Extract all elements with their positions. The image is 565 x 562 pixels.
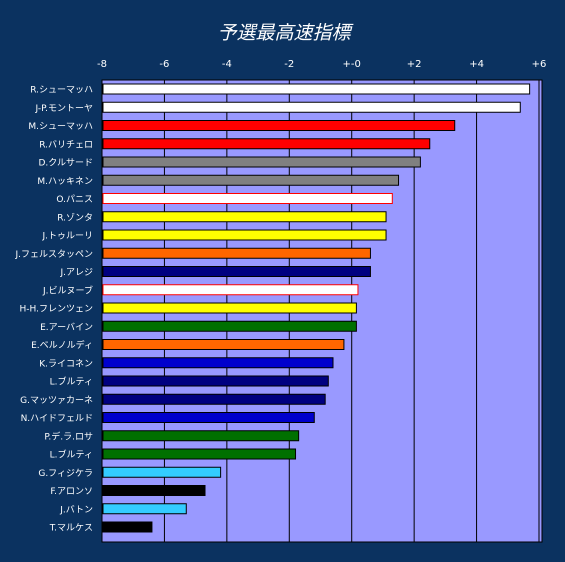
- bars: [102, 83, 531, 533]
- x-tick-label: -2: [284, 59, 294, 70]
- driver-label: F.アロンソ: [50, 487, 93, 497]
- x-tick-label: -4: [222, 59, 232, 70]
- driver-label: N.ハイドフェルド: [21, 414, 93, 424]
- driver-label: T.マルケス: [49, 523, 93, 534]
- bar: [102, 284, 359, 296]
- bar: [102, 211, 387, 223]
- x-tick-label: +4: [469, 59, 484, 70]
- driver-label: H-H.フレンツェン: [20, 305, 94, 315]
- x-tick-label: -8: [97, 59, 107, 70]
- x-tick-label: +2: [407, 59, 422, 70]
- bar: [102, 357, 334, 369]
- bar: [102, 302, 357, 314]
- bar: [102, 466, 222, 478]
- bar: [102, 193, 393, 204]
- bar: [102, 393, 326, 405]
- bar: [102, 156, 421, 168]
- x-tick-label: -6: [159, 59, 169, 70]
- x-tick-label: +-0: [343, 59, 361, 70]
- driver-label: J.フェルスタッペン: [14, 249, 93, 260]
- driver-label: O.パニス: [56, 194, 93, 205]
- x-axis-ticks: -8 -6 -4 -2 +-0 +2 +4 +6: [97, 59, 546, 70]
- driver-label: M.シューマッハ: [28, 122, 93, 132]
- driver-label: R.シューマッハ: [30, 86, 93, 96]
- driver-label: L.ブルティ: [50, 376, 93, 388]
- bar: [102, 448, 297, 460]
- driver-label: J.ビルヌーブ: [42, 284, 93, 296]
- x-tick-label: +6: [532, 59, 547, 70]
- driver-label: G.フィジケラ: [38, 468, 93, 479]
- driver-label: R.ゾンタ: [57, 212, 93, 223]
- driver-label: L.ブルティ: [50, 449, 93, 461]
- bar: [102, 138, 431, 150]
- chart-title: 予選最高速指標: [217, 22, 354, 44]
- driver-label: M.ハッキネン: [37, 176, 93, 187]
- driver-label: G.マッツァカーネ: [20, 395, 93, 406]
- bar: [102, 174, 400, 186]
- driver-label: D.クルサード: [38, 158, 93, 169]
- driver-label: J.バトン: [59, 504, 93, 515]
- driver-label: J.アレジ: [59, 268, 93, 278]
- bar: [102, 266, 371, 277]
- driver-label: E.ベルノルディ: [31, 339, 93, 351]
- bar: [102, 485, 206, 496]
- bar: [102, 375, 329, 387]
- driver-label: K.ライコネン: [39, 358, 93, 369]
- bar: [102, 430, 300, 442]
- bar: [102, 320, 357, 332]
- bar: [102, 83, 531, 95]
- driver-label: E.アーバイン: [40, 322, 93, 333]
- bar: [102, 521, 153, 533]
- bar: [102, 503, 187, 515]
- driver-label: R.バリチェロ: [39, 139, 93, 150]
- driver-label: J-P.モントーヤ: [35, 104, 93, 114]
- bar: [102, 247, 371, 259]
- bar: [102, 229, 387, 241]
- bar: [102, 412, 315, 423]
- bar: [102, 339, 345, 350]
- driver-label: J.トゥルーリ: [41, 232, 93, 242]
- bar: [102, 120, 456, 131]
- bar: [102, 101, 521, 113]
- driver-label: P.デ.ラ.ロサ: [44, 430, 93, 442]
- y-axis-labels: R.シューマッハ J-P.モントーヤ M.シューマッハ R.バリチェロ D.クルサード M…: [14, 86, 93, 534]
